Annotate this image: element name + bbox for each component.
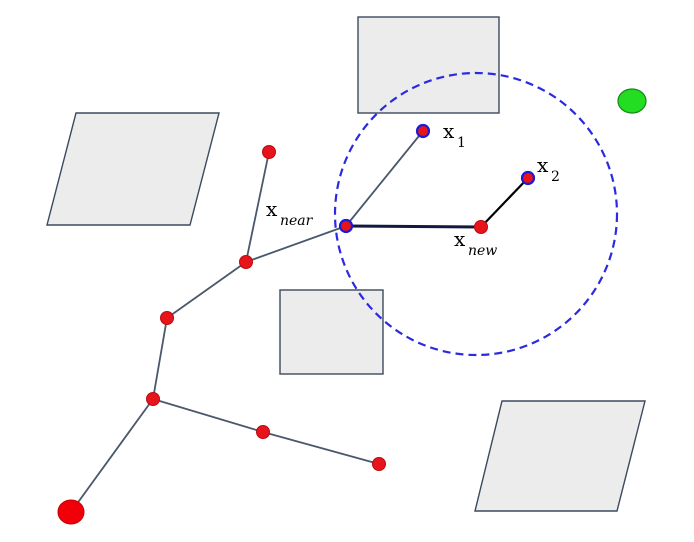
label-subscript: near <box>280 213 314 229</box>
obstacle-parallelogram-bottom-right <box>474 400 646 512</box>
label-main: x <box>443 119 455 143</box>
label-x1: x 1 <box>443 119 466 151</box>
tree-edge <box>245 151 270 263</box>
tree-edge <box>152 317 168 400</box>
x1-node <box>415 123 431 139</box>
obstacle-parallelogram-top-left <box>46 112 220 226</box>
tree-edges <box>70 130 529 513</box>
tree-node <box>146 392 160 406</box>
label-subscript: new <box>468 243 497 259</box>
obstacle-rect-middle <box>279 289 384 375</box>
label-main: x <box>266 197 278 221</box>
neighborhood-radius-circle <box>333 71 619 357</box>
x-new-node <box>474 220 488 234</box>
label-main: x <box>537 153 549 177</box>
label-main: x <box>454 227 466 251</box>
edge-new-to-x2 <box>480 177 529 228</box>
tree-edge <box>245 225 347 263</box>
x2-node <box>520 170 536 186</box>
start-node <box>57 499 85 525</box>
label-x-new: x new <box>454 227 497 259</box>
new-edge-near-to-new <box>345 224 482 229</box>
tree-node <box>160 311 174 325</box>
label-x-near: x near <box>266 197 314 229</box>
goal-node <box>617 88 647 114</box>
tree-edge <box>152 398 264 433</box>
label-subscript: 1 <box>457 135 466 151</box>
tree-edge <box>166 261 247 319</box>
obstacle-rect-top <box>357 16 500 114</box>
tree-nodes <box>57 88 647 525</box>
x-near-node <box>338 218 354 234</box>
tree-node <box>239 255 253 269</box>
tree-edge <box>345 130 424 227</box>
label-x2: x 2 <box>537 153 560 185</box>
tree-node <box>372 457 386 471</box>
tree-node <box>262 145 276 159</box>
tree-edge <box>262 431 380 465</box>
tree-node <box>256 425 270 439</box>
tree-edge <box>70 398 154 513</box>
label-subscript: 2 <box>551 169 560 185</box>
